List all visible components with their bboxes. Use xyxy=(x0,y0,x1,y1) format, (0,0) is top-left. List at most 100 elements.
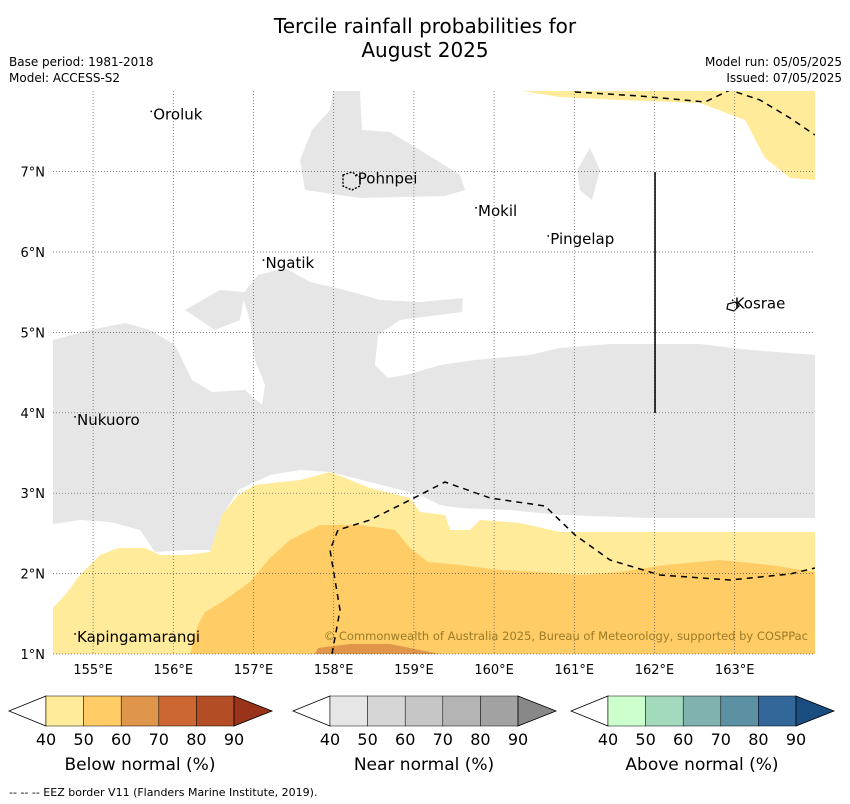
colorbar-segment xyxy=(45,695,84,727)
colorbar-tick-label: 90 xyxy=(508,730,528,749)
lat-tick-label: 4°N xyxy=(21,407,46,422)
lat-tick-label: 6°N xyxy=(21,246,46,261)
place-marker xyxy=(150,110,153,113)
place-marker xyxy=(74,633,76,635)
colorbar-segment xyxy=(442,695,481,727)
model-name: Model: ACCESS-S2 xyxy=(9,71,121,85)
colorbar-segment xyxy=(480,695,519,727)
colorbar-tick-label: 90 xyxy=(224,730,244,749)
place-label: Kosrae xyxy=(735,294,786,312)
eez-footnote: -- -- -- EEZ border V11 (Flanders Marine… xyxy=(9,786,318,799)
lat-labels: 1°N 2°N 3°N 4°N 5°N 6°N 7°N xyxy=(21,166,46,663)
colorbar-segment xyxy=(196,695,235,727)
lat-tick-label: 2°N xyxy=(21,568,46,583)
colorbar: 40 50 60 70 80 90 xyxy=(570,695,836,749)
lon-tick-label: 159°E xyxy=(394,663,434,678)
lat-tick-label: 3°N xyxy=(21,487,46,502)
below-normal-60-region xyxy=(315,644,440,654)
colorbar-tick-label: 50 xyxy=(357,730,377,749)
lon-tick-label: 158°E xyxy=(314,663,354,678)
place-marker xyxy=(354,174,357,177)
lon-labels: 155°E 156°E 157°E 158°E 159°E 160°E 161°E 162°E… xyxy=(73,663,754,678)
place-label: Ngatik xyxy=(266,254,315,272)
copyright-text: © Commonwealth of Australia 2025, Bureau… xyxy=(324,629,808,643)
colorbar: 40 50 60 70 80 90 xyxy=(8,695,274,749)
place-marker xyxy=(74,415,76,418)
colorbar-segment xyxy=(329,695,368,727)
lon-tick-label: 161°E xyxy=(555,663,595,678)
title-line-1: Tercile rainfall probabilities for xyxy=(273,14,577,38)
colorbar-segment xyxy=(404,695,444,727)
colorbar-tick-label: 70 xyxy=(433,730,453,749)
place-label: Pohnpei xyxy=(358,170,418,188)
place-label: Mokil xyxy=(478,202,517,220)
gridlines xyxy=(53,91,815,655)
colorbar-segment xyxy=(720,695,759,727)
colorbar-tick-label: 60 xyxy=(673,730,693,749)
colorbar-tick-label: 70 xyxy=(149,730,169,749)
eez-border-south xyxy=(329,481,815,654)
model-run: Model run: 05/05/2025 xyxy=(704,55,842,69)
lat-tick-label: 5°N xyxy=(21,326,46,341)
colorbar-max-arrow xyxy=(517,695,558,727)
colorbar-title: Above normal (%) xyxy=(625,755,779,775)
colorbar-tick-label: 50 xyxy=(73,730,93,749)
lon-tick-label: 160°E xyxy=(474,663,514,678)
issued-date: Issued: 07/05/2025 xyxy=(726,71,842,85)
colorbar-max-arrow xyxy=(233,695,274,727)
near-normal-region-west xyxy=(185,290,245,330)
lat-tick-label: 1°N xyxy=(21,648,46,663)
colorbar: 40 50 60 70 80 90 xyxy=(292,695,558,749)
near-normal-region-main xyxy=(53,268,815,552)
map-area xyxy=(53,91,815,654)
meta-left: Base period: 1981-2018 Model: ACCESS-S2 xyxy=(9,54,154,86)
rainfall-map: 1°N 2°N 3°N 4°N 5°N 6°N 7°N 155°E 156°E 157°E 158… xyxy=(21,91,815,678)
map-title: Tercile rainfall probabilities for Augus… xyxy=(0,14,850,62)
lon-tick-label: 156°E xyxy=(154,663,194,678)
colorbar-tick-label: 60 xyxy=(111,730,131,749)
colorbar-tick-label: 40 xyxy=(598,730,618,749)
place-marker xyxy=(262,259,265,261)
colorbar-segment xyxy=(367,695,406,727)
colorbar-max-arrow xyxy=(795,695,836,727)
lat-tick-label: 7°N xyxy=(21,166,46,181)
colorbar-segment xyxy=(120,695,160,727)
pohnpei-island xyxy=(342,171,361,191)
colorbar-tick-label: 60 xyxy=(395,730,415,749)
colorbar-tick-label: 80 xyxy=(748,730,768,749)
near-normal-region-small xyxy=(577,148,600,200)
colorbar-tick-label: 80 xyxy=(186,730,206,749)
colorbar-min-arrow xyxy=(8,695,47,727)
colorbar-segment xyxy=(83,695,122,727)
eez-border-north xyxy=(574,91,815,136)
place-marker xyxy=(547,235,550,237)
colorbar-segment xyxy=(158,695,197,727)
colorbar-tick-label: 70 xyxy=(711,730,731,749)
below-normal-40-region-north xyxy=(522,91,815,180)
colorbar-segment xyxy=(682,695,722,727)
lon-tick-label: 157°E xyxy=(234,663,274,678)
place-labels: Oroluk Pohnpei Mokil Pingelap Ngatik Kosrae Nu… xyxy=(74,105,785,646)
colorbar-title: Near normal (%) xyxy=(353,755,495,775)
colorbar-segment xyxy=(645,695,684,727)
place-label: Kapingamarangi xyxy=(77,628,200,646)
colorbar-tick-label: 80 xyxy=(470,730,490,749)
place-marker xyxy=(475,206,477,209)
colorbar-min-arrow xyxy=(570,695,609,727)
below-normal-50-region xyxy=(190,525,815,654)
base-period: Base period: 1981-2018 xyxy=(9,55,154,69)
place-label: Oroluk xyxy=(153,105,202,123)
colorbar-min-arrow xyxy=(292,695,331,727)
colorbar-title: Below normal (%) xyxy=(64,755,216,775)
place-label: Pingelap xyxy=(550,230,614,248)
colorbar-segment xyxy=(607,695,646,727)
place-marker xyxy=(731,299,734,302)
lon-tick-label: 163°E xyxy=(715,663,755,678)
kosrae-island xyxy=(726,301,740,312)
lon-tick-label: 162°E xyxy=(635,663,675,678)
title-line-2: August 2025 xyxy=(361,38,489,62)
place-label: Nukuoro xyxy=(77,411,140,429)
colorbar-tick-label: 90 xyxy=(786,730,806,749)
lon-tick-label: 155°E xyxy=(73,663,113,678)
colorbar-segment xyxy=(758,695,797,727)
